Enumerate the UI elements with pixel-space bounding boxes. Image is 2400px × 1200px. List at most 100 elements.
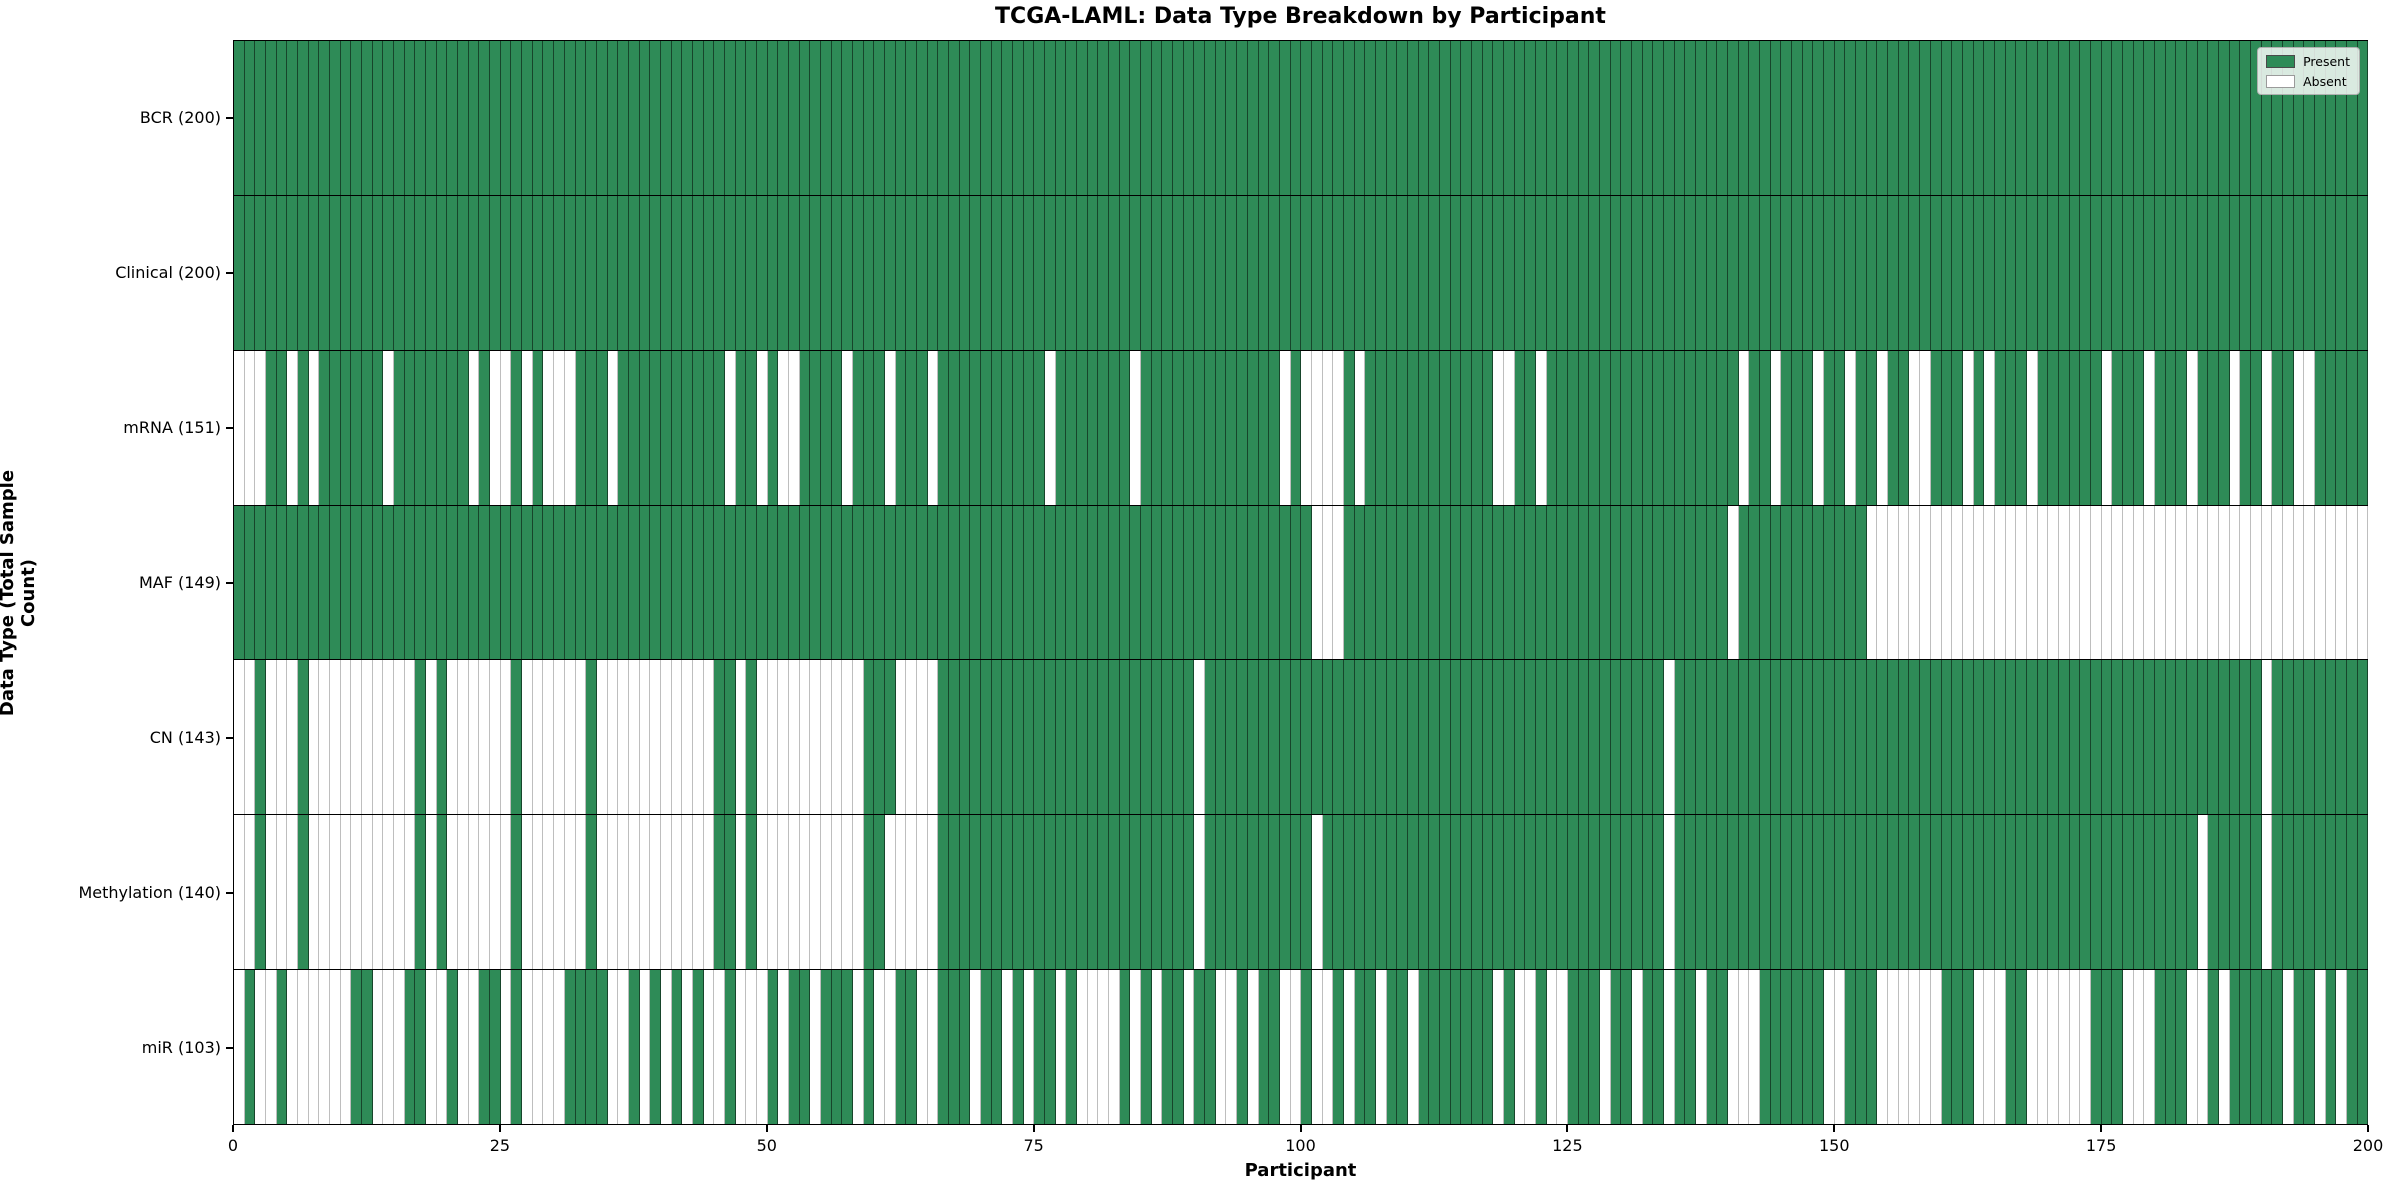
cell-BCR-36 xyxy=(618,41,629,195)
cell-miR-99 xyxy=(1290,970,1302,1125)
cell-MAF-57 xyxy=(842,505,853,660)
cell-Methylation-138 xyxy=(1706,815,1718,970)
cell-CN-103 xyxy=(1333,660,1344,815)
cell-Methylation-197 xyxy=(2336,815,2348,970)
cell-miR-47 xyxy=(735,970,747,1125)
cell-Clinical-58 xyxy=(852,195,864,350)
cell-Clinical-164 xyxy=(1984,195,1995,350)
cell-Methylation-56 xyxy=(831,815,843,970)
cell-miR-192 xyxy=(2283,970,2294,1125)
cell-mRNA-67 xyxy=(949,350,960,505)
cell-Methylation-33 xyxy=(586,815,597,970)
cell-mRNA-168 xyxy=(2026,350,2038,505)
cell-Clinical-151 xyxy=(1845,195,1857,350)
cell-miR-59 xyxy=(863,970,875,1125)
cell-MAF-160 xyxy=(1941,505,1953,660)
cell-mRNA-97 xyxy=(1269,350,1280,505)
cell-MAF-154 xyxy=(1877,505,1889,660)
cell-MAF-120 xyxy=(1514,505,1526,660)
cell-Methylation-182 xyxy=(2176,815,2187,970)
cell-Methylation-82 xyxy=(1109,815,1120,970)
cell-miR-50 xyxy=(767,970,779,1125)
cell-MAF-135 xyxy=(1674,505,1686,660)
cell-BCR-96 xyxy=(1258,41,1270,195)
cell-CN-20 xyxy=(447,660,459,815)
cell-BCR-142 xyxy=(1749,41,1761,195)
cell-Methylation-57 xyxy=(842,815,853,970)
cell-CN-181 xyxy=(2165,660,2177,815)
cell-mRNA-95 xyxy=(1247,350,1259,505)
cell-Clinical-60 xyxy=(874,195,885,350)
cell-Clinical-169 xyxy=(2037,195,2049,350)
cell-Methylation-68 xyxy=(959,815,971,970)
cell-Methylation-14 xyxy=(383,815,395,970)
cell-miR-64 xyxy=(917,970,928,1125)
cell-miR-46 xyxy=(724,970,736,1125)
cell-BCR-71 xyxy=(991,41,1003,195)
cell-Methylation-54 xyxy=(810,815,821,970)
cell-BCR-0 xyxy=(234,41,245,195)
cell-MAF-33 xyxy=(586,505,597,660)
cell-CN-164 xyxy=(1984,660,1995,815)
cell-miR-172 xyxy=(2069,970,2081,1125)
cell-CN-178 xyxy=(2133,660,2145,815)
cell-MAF-186 xyxy=(2218,505,2230,660)
cell-MAF-116 xyxy=(1471,505,1483,660)
cell-miR-13 xyxy=(372,970,384,1125)
cell-miR-3 xyxy=(266,970,277,1125)
cell-BCR-74 xyxy=(1023,41,1035,195)
cell-Methylation-38 xyxy=(639,815,651,970)
cell-BCR-64 xyxy=(917,41,928,195)
cell-miR-168 xyxy=(2026,970,2038,1125)
cell-CN-137 xyxy=(1696,660,1707,815)
cell-BCR-184 xyxy=(2197,41,2209,195)
cell-MAF-56 xyxy=(831,505,843,660)
cell-Clinical-13 xyxy=(372,195,384,350)
cell-BCR-10 xyxy=(340,41,352,195)
cell-Clinical-26 xyxy=(511,195,523,350)
cell-miR-175 xyxy=(2101,970,2113,1125)
cell-BCR-44 xyxy=(703,41,715,195)
cell-Clinical-5 xyxy=(287,195,299,350)
cell-mRNA-94 xyxy=(1237,350,1248,505)
ytick-mark xyxy=(226,271,233,274)
cell-mRNA-2 xyxy=(255,350,267,505)
cell-miR-115 xyxy=(1461,970,1472,1125)
cell-CN-133 xyxy=(1653,660,1665,815)
cell-Methylation-7 xyxy=(308,815,320,970)
cell-BCR-23 xyxy=(479,41,491,195)
cell-CN-185 xyxy=(2208,660,2219,815)
cell-Clinical-63 xyxy=(906,195,917,350)
cell-BCR-30 xyxy=(554,41,565,195)
cell-Clinical-43 xyxy=(692,195,704,350)
cell-Clinical-198 xyxy=(2347,195,2358,350)
cell-Clinical-16 xyxy=(404,195,416,350)
cell-miR-69 xyxy=(970,970,982,1125)
cell-CN-93 xyxy=(1226,660,1238,815)
xtick-mark xyxy=(1299,1125,1302,1132)
cell-Clinical-11 xyxy=(351,195,363,350)
cell-miR-81 xyxy=(1098,970,1110,1125)
cell-CN-150 xyxy=(1834,660,1846,815)
cell-MAF-167 xyxy=(2016,505,2027,660)
cell-BCR-146 xyxy=(1792,41,1803,195)
cell-miR-197 xyxy=(2336,970,2348,1125)
cell-Methylation-106 xyxy=(1365,815,1376,970)
xtick-label-125: 125 xyxy=(1552,1136,1583,1155)
cell-Methylation-92 xyxy=(1215,815,1227,970)
cell-Clinical-183 xyxy=(2186,195,2198,350)
cell-mRNA-21 xyxy=(458,350,469,505)
cell-MAF-118 xyxy=(1493,505,1504,660)
cell-BCR-76 xyxy=(1045,41,1056,195)
row-band-CN xyxy=(234,660,2369,816)
cell-miR-124 xyxy=(1557,970,1568,1125)
cell-CN-0 xyxy=(234,660,245,815)
cell-Clinical-120 xyxy=(1514,195,1526,350)
cell-CN-85 xyxy=(1141,660,1152,815)
cell-MAF-64 xyxy=(917,505,928,660)
cell-MAF-79 xyxy=(1077,505,1088,660)
cell-mRNA-6 xyxy=(298,350,309,505)
cell-BCR-90 xyxy=(1194,41,1206,195)
cell-Methylation-130 xyxy=(1621,815,1633,970)
cell-BCR-35 xyxy=(607,41,619,195)
